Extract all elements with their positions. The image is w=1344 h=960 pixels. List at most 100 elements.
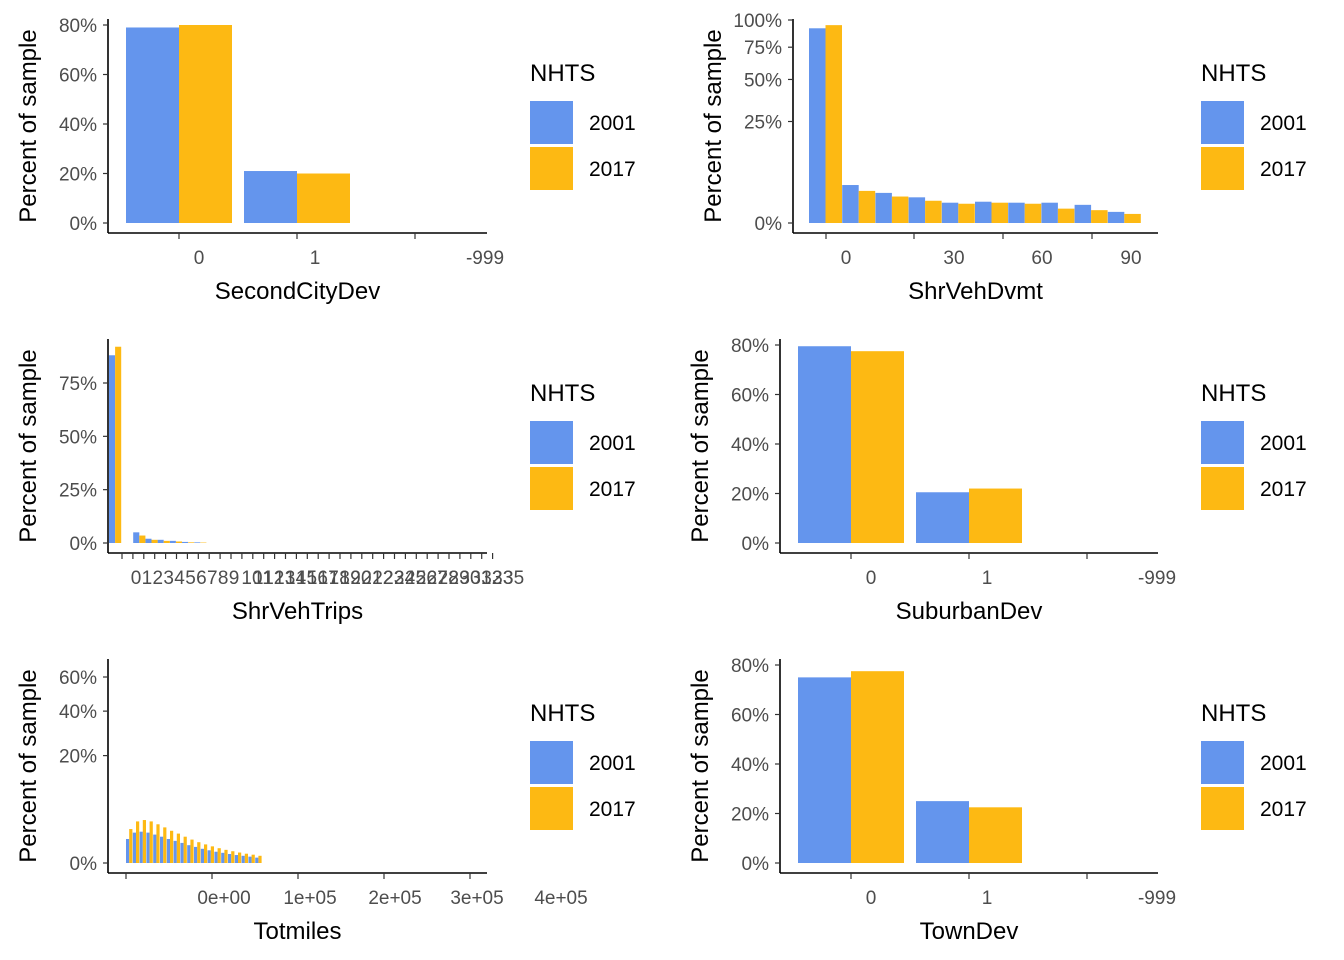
- bar-2001-miles-bin-5: [160, 836, 164, 863]
- y-tick-label: 60%: [731, 706, 769, 727]
- bar-2001-miles-bin-11: [200, 848, 204, 863]
- x-tick-label-1: 1: [142, 568, 153, 589]
- x-axis-title: Totmiles: [253, 918, 341, 945]
- bar-2017-bin-40: [958, 203, 975, 223]
- y-tick-label: 0%: [742, 534, 770, 555]
- bar-2001-miles-bin-3: [146, 832, 150, 863]
- x-tick-label--999: -999: [1138, 888, 1176, 909]
- x-tick-label-4e+05: 4e+05: [534, 888, 587, 909]
- x-tick-label-0: 0: [841, 248, 852, 269]
- legend-label-2001: 2001: [1260, 432, 1307, 455]
- bar-2001-miles-bin-9: [187, 845, 191, 863]
- y-axis-title: Percent of sample: [15, 349, 42, 542]
- bar-2017-bin-80: [1091, 210, 1108, 223]
- legend-label-2001: 2001: [589, 112, 636, 135]
- bar-2017-miles-bin-19: [258, 855, 262, 863]
- x-axis-title: ShrVehDvmt: [908, 278, 1043, 305]
- bar-2001-miles-bin-17: [241, 855, 245, 863]
- bar-2001-miles-bin-10: [194, 846, 198, 863]
- bar-2017-miles-bin-10: [197, 842, 201, 863]
- y-tick-label: 75%: [744, 38, 782, 59]
- bar-2017-bin-0: [825, 25, 842, 223]
- legend-label-2017: 2017: [589, 158, 636, 181]
- y-tick-label: 40%: [59, 702, 97, 723]
- x-tick-label-30: 30: [459, 568, 480, 589]
- bar-2001-miles-bin-15: [228, 854, 232, 863]
- x-axis-title: SuburbanDev: [896, 598, 1043, 625]
- x-tick-label-18: 18: [329, 568, 350, 589]
- bar-2001-miles-bin-7: [173, 840, 177, 863]
- x-axis-title: TownDev: [920, 918, 1019, 945]
- y-tick-label: 60%: [59, 66, 97, 87]
- bar-2017-1: [297, 173, 350, 223]
- x-tick-label-13: 13: [274, 568, 295, 589]
- legend-title: NHTS: [530, 60, 595, 87]
- bar-2001-1: [916, 801, 969, 863]
- legend-key-2017: [1201, 467, 1244, 510]
- x-tick-label-0e+00: 0e+00: [197, 888, 250, 909]
- bar-2017-miles-bin-5: [163, 827, 167, 863]
- x-tick-label-0: 0: [866, 888, 877, 909]
- y-tick-label: 0%: [70, 854, 98, 875]
- bar-2017-trips-4: [175, 541, 182, 543]
- y-tick-label: 20%: [59, 747, 97, 768]
- legend-key-2001: [1201, 101, 1244, 144]
- bar-2017-miles-bin-8: [183, 836, 187, 863]
- x-tick-label-60: 60: [1031, 248, 1052, 269]
- bar-2001-bin-90: [1107, 211, 1125, 223]
- x-tick-label-32: 32: [481, 568, 502, 589]
- bar-2017-1: [969, 807, 1022, 863]
- y-tick-label: 100%: [733, 11, 782, 32]
- x-tick-label-5: 5: [185, 568, 196, 589]
- x-tick-label--999: -999: [1138, 568, 1176, 589]
- x-tick-label-21: 21: [361, 568, 382, 589]
- x-tick-label-0: 0: [866, 568, 877, 589]
- y-tick-label: 0%: [70, 214, 98, 235]
- bar-2017-miles-bin-12: [210, 846, 214, 863]
- bar-2017-trips-1: [139, 535, 146, 543]
- x-tick-label-9: 9: [229, 568, 240, 589]
- x-tick-label--999: -999: [466, 248, 504, 269]
- bar-2017-miles-bin-6: [170, 830, 174, 863]
- panel-ShrVehTrips: 0% 25% 50% 75% Percent of sample ShrVehTrips 0…: [15, 339, 636, 625]
- bar-2001-miles-bin-4: [153, 834, 157, 863]
- bar-2017-miles-bin-17: [244, 853, 248, 863]
- x-tick-label-2e+05: 2e+05: [368, 888, 421, 909]
- y-tick-label: 25%: [59, 481, 97, 502]
- legend-key-2017: [1201, 147, 1244, 190]
- bar-2017-bin-20: [891, 196, 909, 223]
- bar-2017-miles-bin-11: [204, 844, 208, 863]
- x-tick-label-90: 90: [1120, 248, 1141, 269]
- panel-ShrVehDvmt: 0% 25% 50% 75% 100% Percent of sample ShrVehDv…: [700, 11, 1307, 305]
- legend-key-2017: [530, 787, 573, 830]
- x-tick-label-28: 28: [438, 568, 459, 589]
- x-tick-label-10: 10: [241, 568, 262, 589]
- y-axis-title: Percent of sample: [15, 669, 42, 862]
- legend-label-2001: 2001: [1260, 112, 1307, 135]
- bar-2017-0: [851, 671, 904, 863]
- legend-key-2017: [530, 147, 573, 190]
- bar-2017-bin-50: [991, 202, 1008, 223]
- bar-2001-bin-30: [908, 197, 926, 223]
- x-tick-label-24: 24: [394, 568, 416, 589]
- bar-2017-trips-5: [188, 542, 195, 543]
- x-tick-label-3: 3: [163, 568, 174, 589]
- bar-2017-bin-90: [1124, 213, 1141, 223]
- bar-2017-miles-bin-7: [176, 833, 180, 863]
- y-tick-label: 50%: [59, 427, 97, 448]
- y-tick-label: 0%: [755, 214, 783, 235]
- bar-2017-miles-bin-3: [149, 821, 153, 863]
- legend-key-2001: [1201, 741, 1244, 784]
- bar-2017-miles-bin-15: [231, 851, 235, 863]
- legend-title: NHTS: [1201, 380, 1266, 407]
- x-tick-label-1: 1: [982, 568, 993, 589]
- bar-2001-bin-80: [1074, 204, 1092, 223]
- bar-2017-miles-bin-14: [224, 849, 228, 863]
- bar-2017-miles-bin-2: [142, 820, 146, 863]
- bar-2017-bin-70: [1057, 208, 1075, 223]
- bar-2001-miles-bin-16: [234, 855, 238, 863]
- y-axis-title: Percent of sample: [15, 29, 42, 222]
- y-axis-title: Percent of sample: [687, 669, 714, 862]
- bar-2001-0: [126, 27, 179, 223]
- y-axis-title: Percent of sample: [700, 29, 727, 222]
